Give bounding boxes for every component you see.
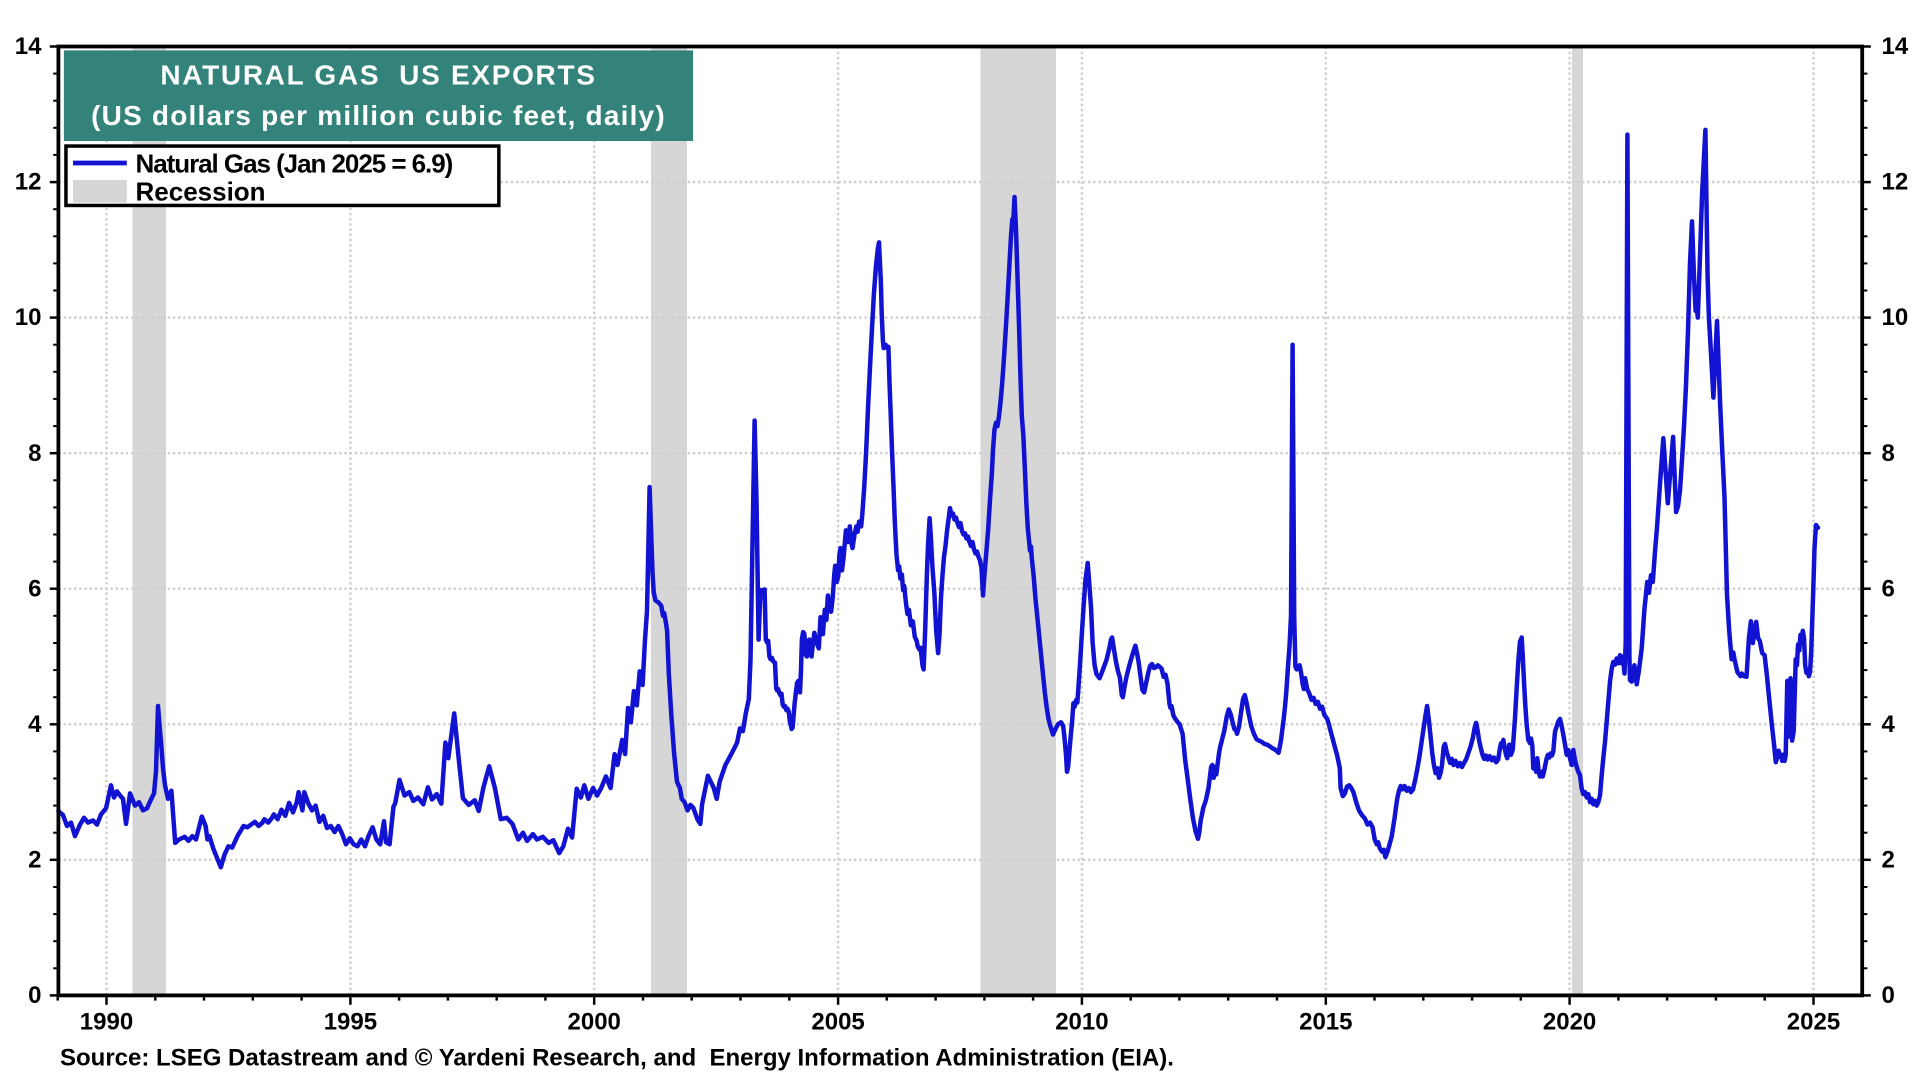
svg-text:0: 0 <box>28 982 41 1009</box>
svg-text:2020: 2020 <box>1543 1008 1596 1035</box>
svg-text:1995: 1995 <box>324 1008 377 1035</box>
svg-text:10: 10 <box>15 304 42 331</box>
svg-text:1990: 1990 <box>80 1008 133 1035</box>
svg-text:14: 14 <box>1882 33 1909 60</box>
svg-text:(US dollars per million cubic: (US dollars per million cubic feet, dail… <box>91 100 666 131</box>
svg-text:2015: 2015 <box>1299 1008 1352 1035</box>
svg-text:2000: 2000 <box>568 1008 621 1035</box>
svg-text:Source: LSEG Datastream and ©: Source: LSEG Datastream and © Yardeni Re… <box>60 1045 1174 1072</box>
svg-text:14: 14 <box>15 33 42 60</box>
svg-text:12: 12 <box>15 169 42 196</box>
svg-text:6: 6 <box>1882 575 1895 602</box>
svg-text:8: 8 <box>1882 440 1895 467</box>
svg-text:0: 0 <box>1882 982 1895 1009</box>
svg-text:12: 12 <box>1882 169 1909 196</box>
svg-text:2025: 2025 <box>1787 1008 1840 1035</box>
svg-text:4: 4 <box>28 711 42 738</box>
svg-text:8: 8 <box>28 440 41 467</box>
svg-text:2010: 2010 <box>1055 1008 1108 1035</box>
svg-text:6: 6 <box>28 575 41 602</box>
svg-text:10: 10 <box>1882 304 1909 331</box>
svg-text:2: 2 <box>1882 846 1895 873</box>
svg-text:2005: 2005 <box>811 1008 864 1035</box>
svg-text:Recession: Recession <box>136 177 266 207</box>
svg-text:Natural Gas (Jan 2025 = 6.9): Natural Gas (Jan 2025 = 6.9) <box>136 149 453 179</box>
svg-text:NATURAL GAS US EXPORTS: NATURAL GAS US EXPORTS <box>160 59 596 90</box>
svg-text:2: 2 <box>28 846 41 873</box>
svg-text:4: 4 <box>1882 711 1896 738</box>
